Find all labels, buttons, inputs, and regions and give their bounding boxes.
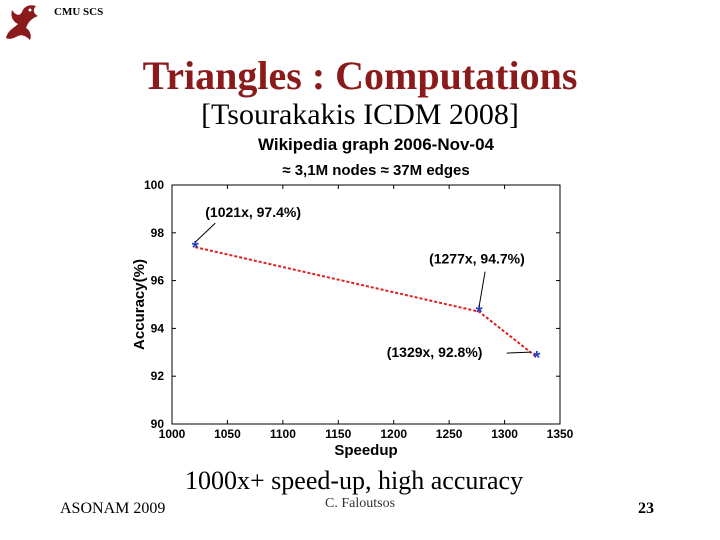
page-number: 23 bbox=[638, 500, 654, 517]
annotation-arrow bbox=[506, 351, 531, 354]
chart: Wikipedia graph 2006-Nov-04 ≈ 3,1M nodes … bbox=[131, 135, 574, 459]
chart-subtitle: ≈ 3,1M nodes ≈ 37M edges bbox=[282, 162, 469, 179]
y-tick-label: 90 bbox=[151, 417, 165, 431]
footer-venue: ASONAM 2009 bbox=[60, 500, 166, 517]
dragon-icon bbox=[6, 5, 38, 40]
y-tick-label: 94 bbox=[151, 321, 165, 335]
y-tick-label: 100 bbox=[144, 178, 164, 192]
slide-caption: 1000x+ speed-up, high accuracy bbox=[185, 466, 524, 495]
data-point-marker: * bbox=[533, 348, 540, 368]
data-annotation: (1329x, 92.8%) bbox=[387, 344, 483, 360]
slide-title: Triangles : Computations bbox=[142, 53, 578, 98]
y-tick-label: 92 bbox=[151, 369, 165, 383]
y-tick-label: 98 bbox=[151, 226, 165, 240]
annotation-arrow bbox=[194, 222, 216, 243]
x-tick-label: 1050 bbox=[214, 427, 241, 441]
data-point-marker: * bbox=[192, 238, 199, 258]
data-annotation: (1277x, 94.7%) bbox=[429, 251, 525, 267]
y-tick-label: 96 bbox=[151, 274, 165, 288]
x-tick-label: 1200 bbox=[380, 427, 407, 441]
x-tick-label: 1300 bbox=[491, 427, 518, 441]
slide-subtitle: [Tsourakakis ICDM 2008] bbox=[201, 98, 519, 131]
x-tick-label: 1350 bbox=[547, 427, 574, 441]
x-axis-label: Speedup bbox=[334, 442, 397, 459]
chart-title: Wikipedia graph 2006-Nov-04 bbox=[258, 135, 495, 154]
y-axis-label: Accuracy(%) bbox=[131, 259, 148, 350]
x-tick-label: 1250 bbox=[436, 427, 463, 441]
x-tick-label: 1150 bbox=[325, 427, 351, 441]
data-point-marker: * bbox=[476, 303, 483, 323]
school-label: CMU SCS bbox=[54, 6, 104, 18]
annotation-arrow bbox=[478, 271, 486, 307]
plot-frame bbox=[171, 184, 561, 425]
data-annotation: (1021x, 97.4%) bbox=[205, 204, 301, 220]
series-line bbox=[195, 246, 538, 358]
x-tick-label: 1000 bbox=[159, 427, 186, 441]
x-tick-label: 1100 bbox=[270, 427, 296, 441]
footer-author: C. Faloutsos bbox=[325, 496, 396, 511]
